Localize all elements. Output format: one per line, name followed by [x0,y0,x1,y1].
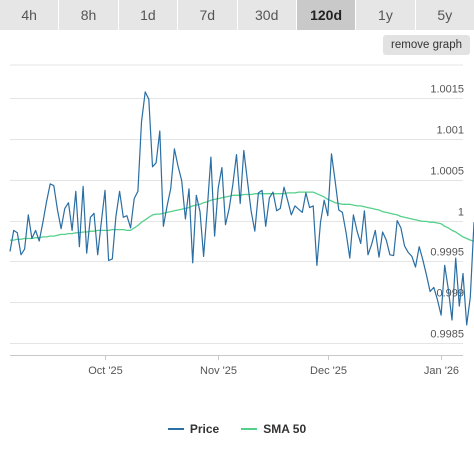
y-tick-label: 0.9995 [430,247,464,259]
y-tick-label: 1.0005 [430,166,464,178]
x-tick-label: Jan '26 [424,365,459,377]
sma-line [10,191,474,242]
legend-item-sma[interactable]: SMA 50 [241,420,306,438]
remove-graph-button[interactable]: remove graph [383,35,470,55]
timeframe-tabs: 4h 8h 1d 7d 30d 120d 1y 5y [0,0,474,30]
x-tick-label: Oct '25 [88,365,123,377]
y-tick-label: 1.0015 [430,84,464,96]
tab-1d[interactable]: 1d [118,0,179,30]
legend-label-price: Price [189,422,220,436]
legend-swatch-sma [241,428,258,430]
chart-legend: Price SMA 50 [0,420,474,438]
y-tick-label: 1 [458,207,464,219]
y-tick-label: 0.9985 [430,329,464,341]
tab-5y[interactable]: 5y [415,0,474,30]
x-tick-label: Nov '25 [200,365,237,377]
legend-swatch-price [167,428,184,430]
legend-label-sma: SMA 50 [263,422,307,436]
y-tick-label: 1.001 [436,125,464,137]
tab-4h[interactable]: 4h [0,0,60,30]
legend-item-price[interactable]: Price [167,420,220,438]
tab-7d[interactable]: 7d [178,0,238,30]
tab-8h[interactable]: 8h [59,0,119,30]
tab-1y[interactable]: 1y [356,0,416,30]
tab-30d[interactable]: 30d [237,0,297,30]
x-tick-label: Dec '25 [310,365,347,377]
price-line [9,91,474,326]
tab-120d[interactable]: 120d [296,0,357,30]
